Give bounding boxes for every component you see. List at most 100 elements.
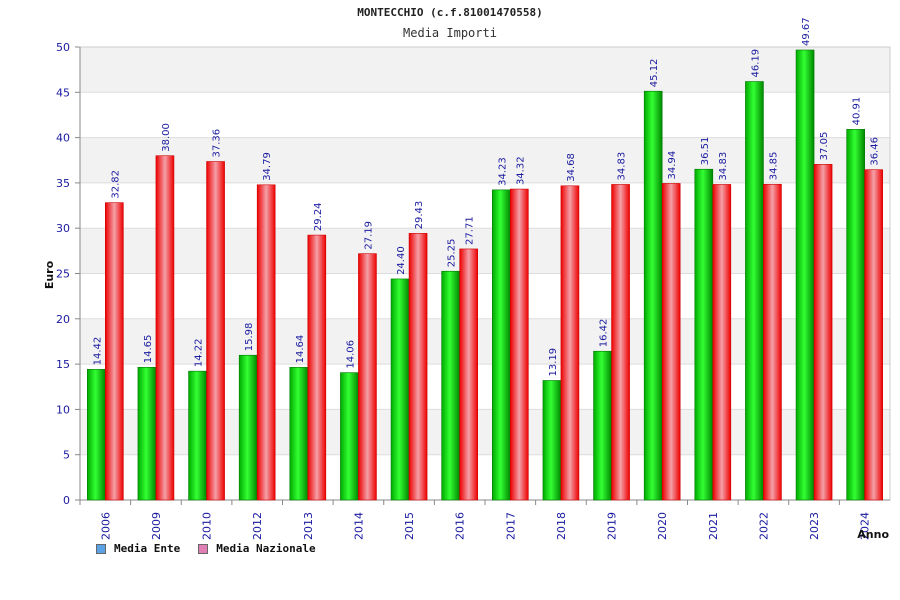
- y-tick-label: 15: [56, 358, 70, 371]
- x-axis-label: Anno: [857, 528, 889, 541]
- x-tick-label: 2015: [403, 512, 416, 540]
- legend-item-media-nazionale: Media Nazionale: [198, 542, 316, 555]
- data-label: 36.46: [870, 137, 881, 166]
- data-label: 37.05: [819, 132, 830, 161]
- grid-band: [80, 47, 890, 93]
- x-tick-label: 2016: [454, 512, 467, 540]
- x-tick-label: 2022: [757, 512, 770, 540]
- data-label: 24.40: [396, 246, 407, 275]
- legend-item-media-ente: Media Ente: [96, 542, 180, 555]
- bar-media-ente: [795, 49, 815, 501]
- bar-media-nazionale: [661, 183, 681, 501]
- y-tick-label: 20: [56, 313, 70, 326]
- y-axis-label: Euro: [43, 260, 56, 289]
- data-label: 34.83: [718, 152, 729, 181]
- data-label: 14.06: [345, 340, 356, 369]
- x-tick-label: 2010: [201, 512, 214, 540]
- x-tick-label: 2014: [352, 512, 365, 540]
- bar-media-ente: [441, 270, 460, 501]
- data-label: 34.32: [515, 156, 526, 185]
- data-label: 14.22: [194, 339, 205, 368]
- data-label: 45.12: [649, 59, 660, 88]
- bar-media-ente: [137, 366, 157, 501]
- data-label: 36.51: [700, 137, 711, 166]
- data-label: 34.68: [566, 153, 577, 182]
- tick-labels: 0 5 10 15 20 25 30 35 40 45 50 2006 2009 2010 2012 2013…: [56, 41, 872, 540]
- x-tick-label: 2021: [707, 512, 720, 540]
- bar-media-nazionale: [408, 233, 428, 501]
- bar-media-nazionale: [560, 185, 580, 501]
- y-tick-label: 0: [63, 494, 70, 507]
- bar-media-nazionale: [864, 169, 883, 501]
- bar-media-nazionale: [510, 188, 529, 501]
- data-label: 34.94: [667, 151, 678, 180]
- data-label: 15.98: [244, 323, 255, 352]
- data-label: 46.19: [750, 49, 761, 78]
- bar-media-nazionale: [206, 161, 225, 501]
- bar-media-ente: [694, 168, 714, 501]
- x-tick-label: 2020: [656, 512, 669, 540]
- legend-label-media-nazionale: Media Nazionale: [216, 542, 316, 555]
- data-label: 40.91: [852, 97, 863, 126]
- bar-media-nazionale: [256, 184, 276, 501]
- x-tick-label: 2024: [859, 512, 872, 540]
- bar-media-ente: [390, 278, 410, 501]
- bar-media-ente: [238, 354, 258, 501]
- chart-title: MONTECCHIO (c.f.81001470558): [357, 6, 543, 19]
- data-label: 34.23: [497, 157, 508, 186]
- bar-media-ente: [289, 367, 309, 501]
- data-label: 16.42: [599, 319, 610, 348]
- data-label: 29.24: [313, 202, 324, 231]
- data-label: 29.43: [414, 201, 425, 230]
- x-tick-label: 2017: [504, 512, 517, 540]
- data-label: 34.85: [768, 152, 779, 181]
- data-label: 27.71: [465, 216, 476, 245]
- y-tick-label: 45: [56, 86, 70, 99]
- y-tick-label: 30: [56, 222, 70, 235]
- x-tick-label: 2009: [150, 512, 163, 540]
- bar-media-ente: [340, 372, 359, 501]
- data-label: 14.64: [295, 335, 306, 364]
- data-label: 27.19: [363, 221, 374, 250]
- y-tick-label: 5: [63, 449, 70, 462]
- data-label: 34.79: [262, 152, 273, 181]
- chart-subtitle: Media Importi: [403, 26, 497, 40]
- bar-media-ente: [542, 380, 562, 501]
- y-tick-label: 50: [56, 41, 70, 54]
- y-tick-label: 40: [56, 132, 70, 145]
- y-tick-label: 25: [56, 268, 70, 281]
- bar-media-nazionale: [712, 184, 732, 501]
- bar-media-ente: [643, 90, 663, 501]
- y-tick-label: 35: [56, 177, 70, 190]
- data-label: 25.25: [447, 239, 458, 268]
- bar-media-nazionale: [611, 184, 630, 501]
- data-label: 34.83: [617, 152, 628, 181]
- bar-media-nazionale: [813, 164, 833, 501]
- bar-media-ente: [593, 350, 612, 501]
- data-labels: 14.42 32.82 14.65 38.00 14.22 37.36 15.98 34.79…: [92, 17, 880, 376]
- bar-media-nazionale: [763, 183, 782, 501]
- data-label: 14.65: [143, 335, 154, 364]
- bar-media-nazionale: [105, 202, 124, 501]
- x-tick-label: 2018: [555, 512, 568, 540]
- data-label: 14.42: [92, 337, 103, 366]
- x-tick-label: 2023: [808, 512, 821, 540]
- bar-media-ente: [846, 129, 865, 501]
- bar-media-nazionale: [307, 234, 327, 501]
- data-label: 38.00: [161, 123, 172, 152]
- bar-media-nazionale: [358, 253, 377, 501]
- data-label: 32.82: [110, 170, 121, 199]
- legend-swatch-media-ente: [96, 543, 106, 554]
- bar-media-ente: [188, 370, 207, 501]
- x-tick-label: 2006: [99, 512, 112, 540]
- x-tick-label: 2013: [302, 512, 315, 540]
- bar-media-ente: [87, 369, 106, 501]
- x-tick-label: 2019: [606, 512, 619, 540]
- data-label: 13.19: [548, 348, 559, 377]
- x-tick-label: 2012: [251, 512, 264, 540]
- bar-media-ente: [492, 189, 511, 501]
- y-tick-label: 10: [56, 403, 70, 416]
- data-label: 49.67: [801, 17, 812, 46]
- data-label: 37.36: [212, 129, 223, 158]
